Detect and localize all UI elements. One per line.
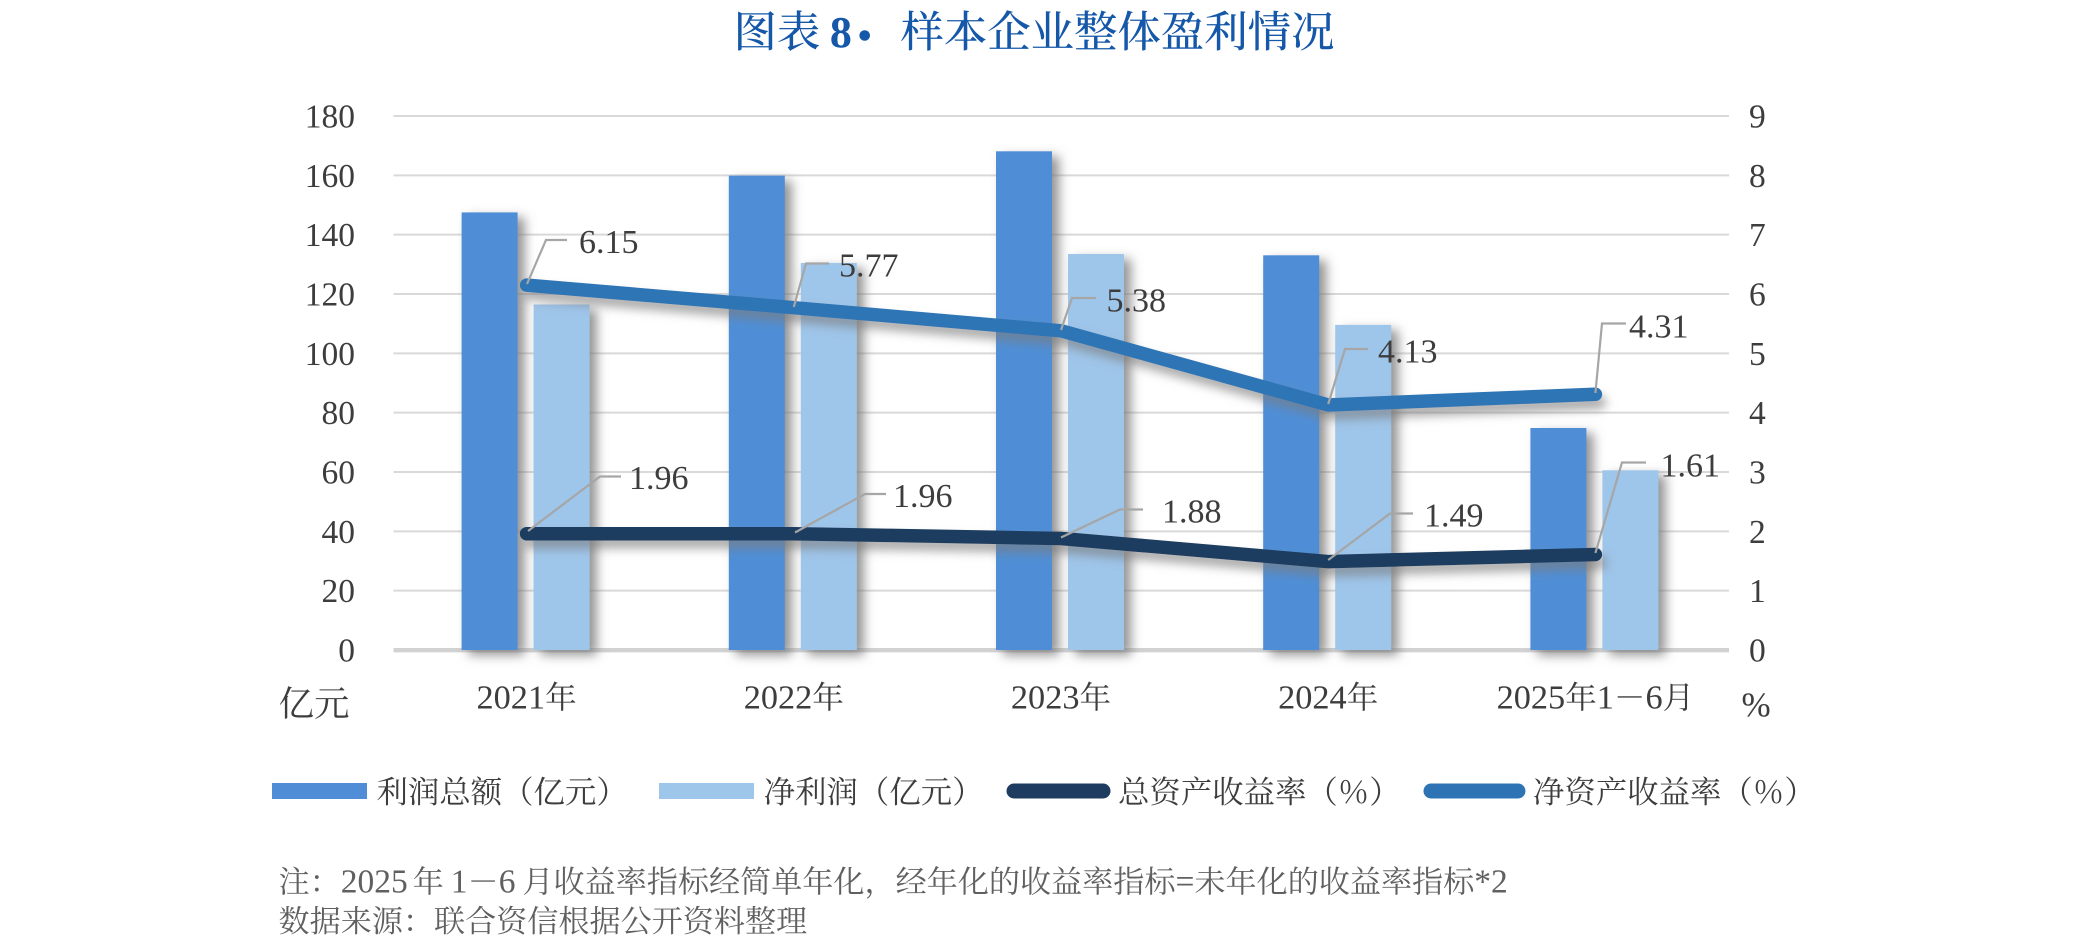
svg-text:0: 0 [1749,633,1766,670]
svg-text:6.15: 6.15 [579,224,639,261]
svg-text:9: 9 [1749,99,1766,136]
svg-text:%: % [1742,686,1771,725]
svg-text:5: 5 [1749,336,1766,373]
svg-text:40: 40 [322,514,356,551]
svg-text:1.61: 1.61 [1661,448,1721,485]
svg-text:180: 180 [305,99,355,136]
svg-text:=: = [1176,864,1195,901]
svg-text:160: 160 [305,158,355,195]
svg-text:1.96: 1.96 [629,460,689,497]
svg-text:2025: 2025 [341,864,408,901]
svg-text:*2: *2 [1474,864,1508,901]
svg-text:6: 6 [1749,277,1766,314]
svg-text:20: 20 [322,573,356,610]
svg-text:1: 1 [1749,573,1766,610]
svg-text:6: 6 [1646,679,1663,717]
svg-text:2: 2 [1749,514,1766,551]
svg-text:1: 1 [1597,679,1614,717]
svg-text:1: 1 [451,864,468,901]
svg-text:6: 6 [499,864,516,901]
svg-text:120: 120 [305,277,355,314]
svg-text:140: 140 [305,217,355,254]
svg-text:100: 100 [305,336,355,373]
svg-text:60: 60 [322,455,356,492]
svg-text:2024: 2024 [1278,679,1347,717]
svg-text:4: 4 [1749,395,1766,432]
svg-text:7: 7 [1749,217,1766,254]
svg-text:1.96: 1.96 [893,478,953,515]
svg-text:3: 3 [1749,455,1766,492]
svg-text:4.13: 4.13 [1378,334,1438,371]
svg-text:2022: 2022 [744,679,813,717]
svg-text:1.88: 1.88 [1162,494,1222,531]
svg-text:0: 0 [338,633,355,670]
svg-text:4.31: 4.31 [1629,309,1689,346]
svg-text:8: 8 [1749,158,1766,195]
svg-text:2025: 2025 [1497,679,1566,717]
svg-text:2021: 2021 [477,679,546,717]
svg-text:5.38: 5.38 [1107,283,1167,320]
svg-text:8: 8 [830,8,852,57]
svg-text:1.49: 1.49 [1424,498,1484,535]
svg-text:5.77: 5.77 [839,248,899,285]
svg-text:80: 80 [322,395,356,432]
svg-text:2023: 2023 [1011,679,1080,717]
